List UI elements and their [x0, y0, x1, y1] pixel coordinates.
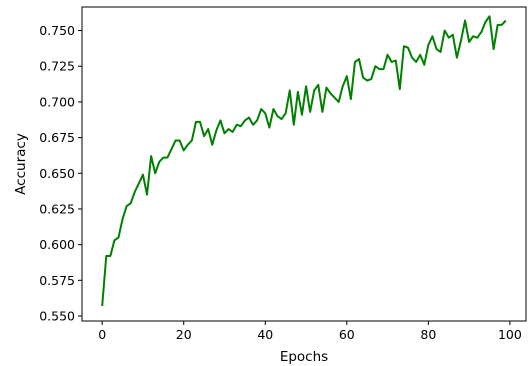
y-tick-label: 0.725: [39, 59, 75, 74]
y-axis-label: Accuracy: [13, 133, 29, 195]
y-tick-label: 0.750: [39, 23, 75, 38]
y-tick-label: 0.700: [39, 94, 75, 109]
x-axis-label: Epochs: [280, 349, 328, 365]
x-tick-label: 40: [257, 327, 273, 342]
x-tick-label: 20: [176, 327, 192, 342]
y-tick-label: 0.550: [39, 309, 75, 324]
x-tick-label: 0: [98, 327, 106, 342]
y-tick-label: 0.625: [39, 201, 75, 216]
y-tick-label: 0.650: [39, 166, 75, 181]
accuracy-series-line: [101, 15, 507, 307]
x-tick-label: 100: [498, 327, 522, 342]
plot-area-frame: [81, 6, 527, 322]
y-tick-label: 0.675: [39, 130, 75, 145]
y-tick-label: 0.600: [39, 237, 75, 252]
x-tick-label: 60: [339, 327, 355, 342]
axis-ticks: 0 20 40 60 80 100 0.550 0.575 0.600 0.625 0.650 0.6…: [39, 23, 522, 342]
y-tick-label: 0.575: [39, 273, 75, 288]
x-tick-label: 80: [420, 327, 436, 342]
